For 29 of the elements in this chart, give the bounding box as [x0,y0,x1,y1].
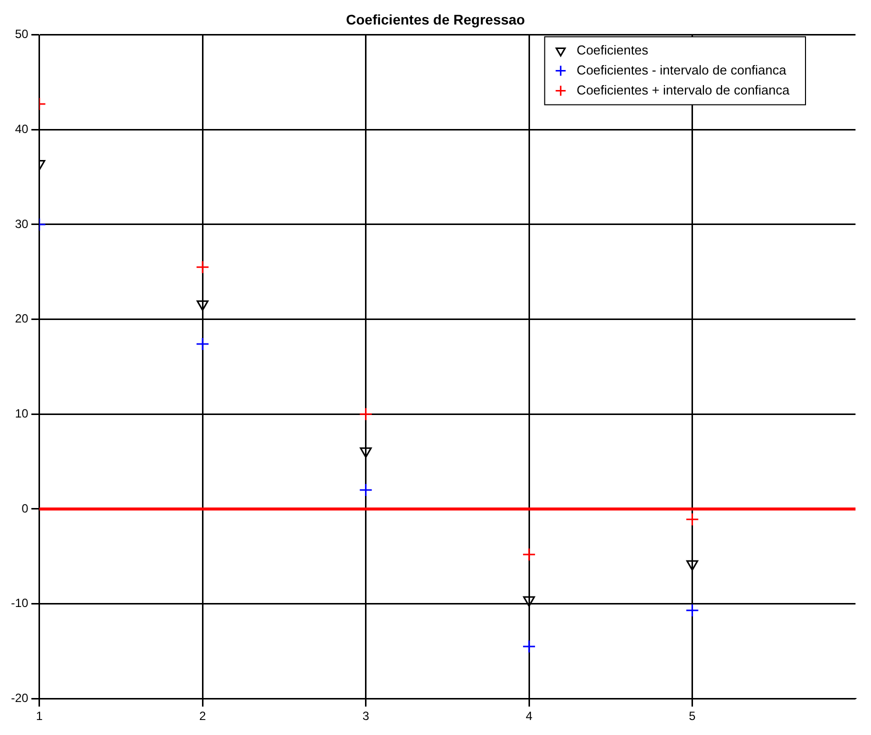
point [686,512,700,526]
point [196,260,210,274]
x-tick-label: 2 [199,709,206,724]
y-tick-label: 30 [14,216,29,231]
point [196,300,209,311]
point [522,548,536,562]
y-tick-label: -10 [11,596,29,610]
point [359,483,373,497]
x-tick-label: 3 [362,709,370,724]
y-tick-label: 0 [22,501,29,516]
point [686,604,700,618]
legend-label: Coeficientes [576,42,649,58]
point [360,447,372,458]
point [686,560,698,571]
point [196,337,210,351]
x-tick-label: 1 [36,709,43,724]
y-tick-label: 10 [14,406,29,420]
y-tick-label: -20 [11,690,29,705]
y-tick-label: 40 [14,122,29,136]
x-tick-label: 5 [688,709,696,724]
legend-label: Coeficientes - intervalo de confianca [576,62,788,78]
y-tick-label: 50 [14,27,29,42]
point [359,407,373,421]
x-tick-label: 4 [526,709,533,724]
chart-title: Coeficientes de Regressao [346,11,525,28]
legend-label: Coeficientes + intervalo de confianca [576,82,790,98]
point [523,596,535,607]
point [522,640,536,654]
y-tick-label: 20 [14,312,29,326]
